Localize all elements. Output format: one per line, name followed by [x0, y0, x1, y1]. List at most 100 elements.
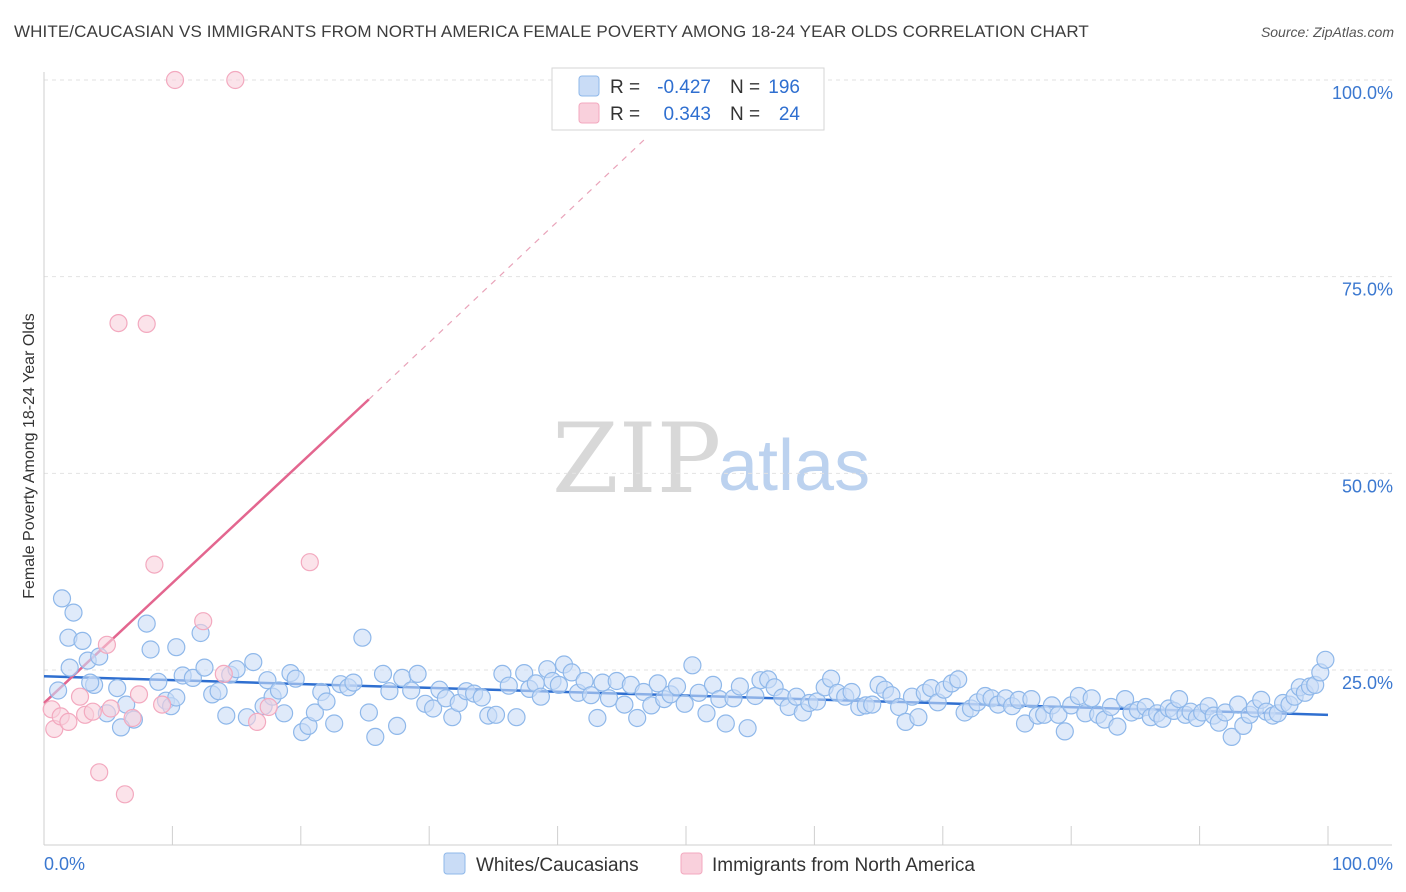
- point-whites: [408, 664, 427, 684]
- y-axis-label: Female Poverty Among 18-24 Year Olds: [21, 313, 38, 599]
- point-immigrants: [70, 687, 90, 706]
- point-immigrants: [300, 553, 319, 572]
- point-whites: [689, 683, 708, 702]
- point-whites: [73, 631, 92, 651]
- point-whites: [305, 703, 324, 722]
- point-whites: [380, 682, 399, 701]
- point-whites: [149, 672, 168, 691]
- y-tick-labels: 25.0% 50.0% 75.0% 100.0%: [1332, 83, 1393, 693]
- point-whites: [499, 676, 518, 695]
- point-whites: [746, 686, 765, 706]
- point-whites: [562, 663, 581, 682]
- point-whites: [359, 703, 378, 722]
- point-immigrants: [115, 785, 135, 804]
- legend-n-label-0: N =: [730, 77, 760, 98]
- point-whites: [195, 658, 214, 677]
- point-whites: [325, 714, 344, 733]
- point-whites: [889, 697, 909, 717]
- point-whites: [628, 708, 647, 728]
- point-whites: [424, 699, 443, 718]
- point-whites: [807, 692, 827, 711]
- point-whites: [675, 694, 694, 713]
- point-whites: [141, 640, 160, 659]
- gridlines: [44, 79, 1392, 671]
- chart-title: WHITE/CAUCASIAN VS IMMIGRANTS FROM NORTH…: [14, 22, 1089, 41]
- x-tick-label-max: 100.0%: [1332, 854, 1393, 874]
- point-whites: [48, 681, 68, 700]
- point-immigrants: [97, 635, 117, 654]
- legend-r-value-1: 0.343: [663, 104, 711, 125]
- legend-swatch-whites: [578, 75, 600, 97]
- y-tick-label: 100.0%: [1332, 83, 1393, 103]
- point-whites: [167, 638, 186, 657]
- series-immigrants-points: [42, 70, 319, 804]
- point-whites: [730, 677, 750, 696]
- point-whites: [244, 652, 263, 672]
- point-whites: [507, 708, 526, 727]
- point-whites: [317, 692, 336, 711]
- point-whites: [1169, 689, 1189, 709]
- point-whites: [863, 695, 882, 714]
- point-immigrants: [145, 555, 164, 574]
- legend-n-value-1: 24: [779, 104, 801, 125]
- point-whites: [486, 705, 506, 724]
- point-immigrants: [90, 763, 109, 782]
- point-immigrants: [101, 699, 120, 718]
- point-whites: [472, 688, 491, 707]
- point-whites: [1082, 689, 1101, 708]
- point-whites: [366, 727, 385, 747]
- legend-n-value-0: 196: [768, 77, 800, 98]
- point-whites: [634, 682, 653, 702]
- point-whites: [258, 671, 277, 690]
- point-immigrants: [83, 702, 102, 721]
- point-immigrants: [153, 695, 172, 714]
- bottom-legend-label-immigrants: Immigrants from North America: [712, 855, 975, 876]
- legend-r-label-0: R =: [610, 77, 640, 98]
- point-whites: [1022, 689, 1041, 709]
- point-whites: [1101, 697, 1121, 717]
- point-whites: [108, 678, 127, 698]
- point-whites: [64, 603, 83, 622]
- point-whites: [531, 687, 551, 706]
- point-whites: [581, 686, 601, 705]
- bottom-legend-swatch-whites: [443, 852, 466, 875]
- y-tick-label: 25.0%: [1342, 673, 1393, 693]
- x-tick-label-min: 0.0%: [44, 854, 85, 874]
- point-whites: [183, 668, 202, 688]
- point-whites: [1049, 705, 1068, 724]
- point-whites: [209, 682, 228, 701]
- point-whites: [1055, 722, 1074, 741]
- y-tick-label: 50.0%: [1342, 476, 1393, 496]
- bottom-legend-label-whites: Whites/Caucasians: [476, 855, 639, 876]
- point-immigrants: [226, 70, 245, 90]
- point-whites: [949, 670, 968, 689]
- point-whites: [599, 689, 619, 708]
- legend-r-label-1: R =: [610, 104, 640, 125]
- point-whites: [716, 714, 735, 733]
- point-whites: [60, 658, 79, 677]
- point-whites: [373, 664, 393, 684]
- point-whites: [549, 675, 569, 695]
- point-immigrants: [214, 664, 233, 684]
- point-whites: [388, 716, 407, 736]
- point-whites: [1222, 727, 1241, 747]
- point-whites: [217, 706, 236, 725]
- y-tick-label: 75.0%: [1342, 280, 1393, 300]
- point-immigrants: [248, 712, 267, 732]
- point-immigrants: [59, 712, 78, 732]
- point-whites: [344, 673, 363, 692]
- point-whites: [137, 614, 156, 633]
- point-whites: [909, 708, 928, 727]
- point-whites: [588, 708, 607, 728]
- point-immigrants: [194, 612, 213, 631]
- legend-swatch-immigrants: [578, 102, 600, 124]
- point-immigrants: [129, 685, 149, 704]
- trend-line-immigrants-extension: [368, 136, 648, 400]
- point-whites: [52, 589, 72, 608]
- point-whites: [167, 688, 186, 707]
- legend-r-value-0: -0.427: [657, 77, 711, 98]
- x-axis-ticks: [43, 826, 1329, 845]
- point-whites: [683, 656, 702, 675]
- correlation-legend: R = -0.427 N = 196 R = 0.343 N = 24: [551, 67, 825, 131]
